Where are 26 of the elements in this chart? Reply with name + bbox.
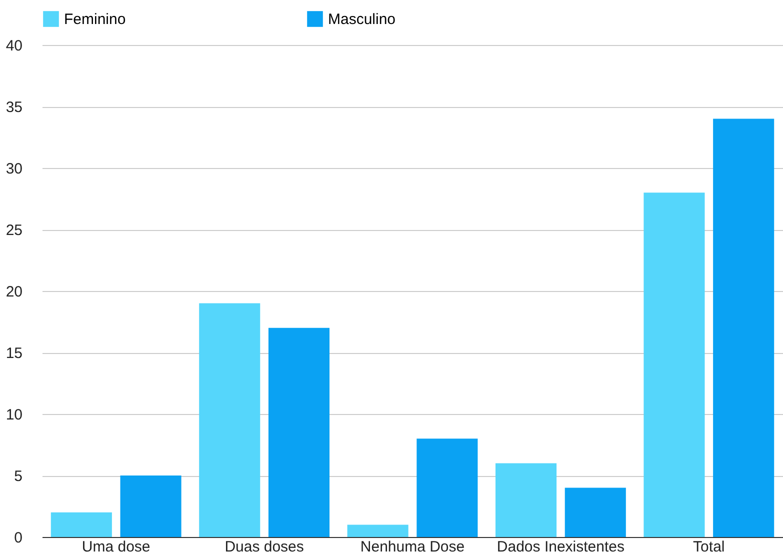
y-tick-label: 30 xyxy=(6,160,22,178)
x-tick-label: Uma dose xyxy=(82,538,150,556)
y-tick-label: 35 xyxy=(6,99,22,116)
legend-label: Masculino xyxy=(328,11,396,28)
bar xyxy=(50,512,112,537)
bar xyxy=(564,488,626,537)
bar xyxy=(199,303,260,537)
bar xyxy=(644,192,705,537)
x-tick-label: Nenhuma Dose xyxy=(360,538,465,556)
x-tick-label: Duas doses xyxy=(224,538,304,556)
y-tick-label: 40 xyxy=(6,38,22,54)
bar xyxy=(495,463,557,537)
bar xyxy=(416,438,478,537)
bar xyxy=(268,328,330,537)
legend-label: Feminino xyxy=(64,11,126,28)
y-tick-label: 25 xyxy=(6,222,22,239)
bar xyxy=(120,476,182,537)
bar xyxy=(347,524,408,537)
y-tick-label: 20 xyxy=(6,284,22,300)
x-tick-label: Total xyxy=(693,538,725,556)
x-tick-label: Dados Inexistentes xyxy=(496,538,624,556)
y-tick-label: 10 xyxy=(6,406,22,424)
y-tick-label: 15 xyxy=(6,345,22,362)
y-tick-label: 0 xyxy=(14,530,22,546)
bar xyxy=(713,118,774,537)
y-tick-label: 5 xyxy=(14,468,22,485)
